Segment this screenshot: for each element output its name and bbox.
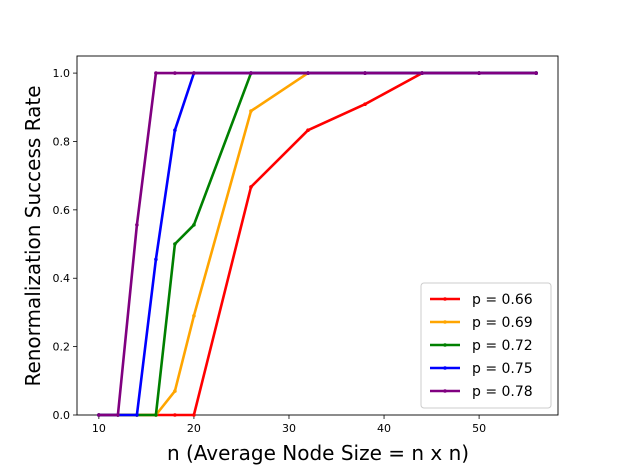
data-point bbox=[192, 413, 196, 417]
data-point bbox=[363, 102, 367, 107]
legend-label: p = 0.78 bbox=[472, 384, 533, 400]
axes-frame bbox=[76, 55, 559, 416]
y-tick-label: 0.4 bbox=[53, 272, 71, 285]
data-point bbox=[173, 413, 177, 417]
data-point bbox=[363, 71, 367, 75]
data-point bbox=[306, 128, 310, 132]
data-point bbox=[477, 71, 481, 75]
data-point bbox=[97, 413, 101, 417]
legend-label: p = 0.69 bbox=[472, 315, 533, 331]
legend-marker bbox=[443, 366, 447, 370]
data-point bbox=[249, 71, 253, 75]
legend-marker bbox=[443, 320, 447, 324]
data-point bbox=[534, 71, 538, 75]
x-tick-label: 40 bbox=[377, 422, 391, 435]
data-point bbox=[192, 71, 196, 75]
y-tick-label: 0.2 bbox=[53, 341, 71, 354]
data-point bbox=[154, 71, 158, 75]
series-layer bbox=[97, 71, 538, 417]
data-point bbox=[192, 314, 196, 318]
data-point bbox=[173, 389, 177, 393]
data-point bbox=[173, 128, 177, 132]
data-point bbox=[306, 71, 310, 75]
x-tick-label: 20 bbox=[187, 422, 201, 435]
data-point bbox=[192, 223, 196, 227]
plot-area: 10 20 30 40 50 0.0 0.2 0.4 0.6 0.8 1.0 bbox=[53, 55, 559, 435]
legend-marker bbox=[443, 297, 447, 301]
y-axis-label: Renormalization Success Rate bbox=[21, 85, 45, 386]
y-tick-label: 1.0 bbox=[53, 67, 71, 80]
y-tick-label: 0.8 bbox=[53, 135, 71, 148]
legend-label: p = 0.66 bbox=[472, 292, 533, 308]
series-line bbox=[98, 71, 537, 417]
x-tick-label: 30 bbox=[282, 422, 296, 435]
series-p-0-78 bbox=[97, 71, 538, 417]
legend-label: p = 0.75 bbox=[472, 361, 533, 377]
legend-label: p = 0.72 bbox=[472, 338, 533, 354]
legend: p = 0.66 p = 0.69 p = 0.72 p = 0.75 p = 0.78 bbox=[420, 282, 552, 409]
data-point bbox=[420, 71, 424, 75]
legend-marker bbox=[443, 343, 447, 347]
data-point bbox=[249, 185, 253, 189]
data-point bbox=[173, 242, 177, 246]
data-point bbox=[154, 413, 158, 417]
data-point bbox=[173, 71, 177, 75]
data-point bbox=[154, 257, 158, 262]
data-point bbox=[135, 413, 139, 417]
x-axis-label: n (Average Node Size = n x n) bbox=[167, 441, 469, 465]
data-point bbox=[249, 109, 253, 113]
legend-marker bbox=[443, 389, 447, 393]
x-tick-label: 10 bbox=[92, 422, 106, 435]
y-tick-label: 0.6 bbox=[53, 204, 71, 217]
y-tick-label: 0.0 bbox=[53, 409, 71, 422]
data-point bbox=[116, 413, 120, 417]
data-point bbox=[135, 223, 139, 227]
x-tick-label: 50 bbox=[472, 422, 486, 435]
legend-box bbox=[420, 282, 552, 409]
